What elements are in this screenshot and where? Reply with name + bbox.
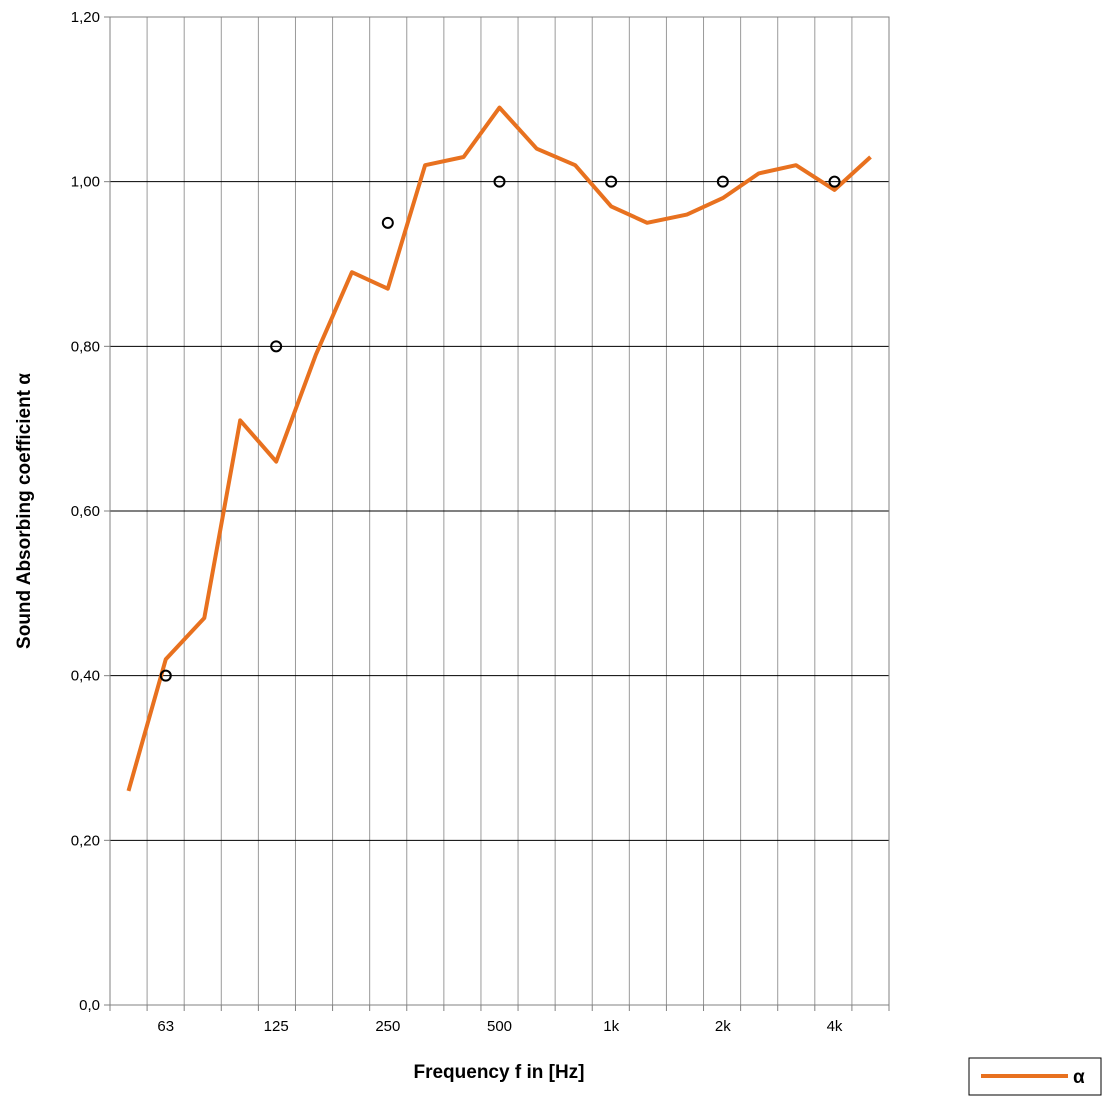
y-tick-label: 0,0 (79, 997, 100, 1014)
data-point-marker (381, 216, 394, 229)
y-tick-label: 0,40 (71, 668, 100, 685)
data-point-marker (159, 669, 172, 682)
axes: 0,0 0,20 0,40 0,60 0,80 1,00 1,20 63 125 250 500 1k… (71, 9, 890, 1035)
x-tick-label: 63 (157, 1018, 174, 1035)
data-point-marker (828, 175, 841, 188)
data-point-marker (270, 340, 283, 353)
grid (110, 16, 889, 1005)
y-tick-label: 0,20 (71, 832, 100, 849)
legend-label: α (1073, 1067, 1085, 1088)
x-tick-label: 500 (487, 1018, 512, 1035)
data-point-marker (716, 175, 729, 188)
x-tick-label: 250 (375, 1018, 400, 1035)
legend: α (968, 1057, 1102, 1096)
y-tick-label: 1,00 (71, 174, 100, 191)
x-tick-label: 125 (264, 1018, 289, 1035)
x-tick-label: 1k (603, 1018, 619, 1035)
data-point-marker (493, 175, 506, 188)
y-tick-label: 0,80 (71, 338, 100, 355)
series-layer (126, 105, 872, 792)
series-line (126, 105, 872, 792)
x-tick-label: 2k (715, 1018, 731, 1035)
data-point-marker (605, 175, 618, 188)
y-axis-title: Sound Absorbing coefficient α (14, 373, 35, 649)
y-tick-label: 0,60 (71, 503, 100, 520)
x-tick-label: 4k (827, 1018, 843, 1035)
x-axis-title: Frequency f in [Hz] (413, 1062, 584, 1083)
y-tick-label: 1,20 (71, 9, 100, 26)
